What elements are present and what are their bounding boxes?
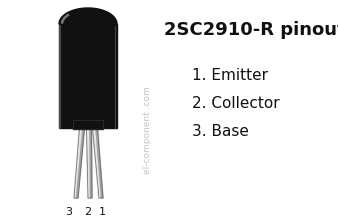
Text: 1: 1 (98, 207, 105, 217)
Polygon shape (59, 8, 117, 24)
Polygon shape (93, 128, 100, 198)
Polygon shape (90, 128, 92, 198)
Polygon shape (74, 128, 84, 198)
Polygon shape (87, 128, 92, 198)
Text: el-component .com: el-component .com (144, 86, 152, 174)
Text: 3: 3 (66, 207, 72, 217)
Polygon shape (76, 128, 84, 198)
Polygon shape (87, 128, 89, 198)
Bar (73, 120, 103, 129)
Polygon shape (93, 128, 103, 198)
Polygon shape (96, 128, 103, 198)
Polygon shape (73, 128, 81, 198)
Text: 2: 2 (84, 207, 92, 217)
Text: 2SC2910-R pinout: 2SC2910-R pinout (164, 21, 338, 39)
Bar (59, 24, 117, 128)
Bar (73, 120, 103, 129)
Text: 2. Collector: 2. Collector (192, 95, 280, 110)
Text: 1. Emitter: 1. Emitter (192, 67, 268, 82)
Text: 3. Base: 3. Base (192, 123, 249, 138)
